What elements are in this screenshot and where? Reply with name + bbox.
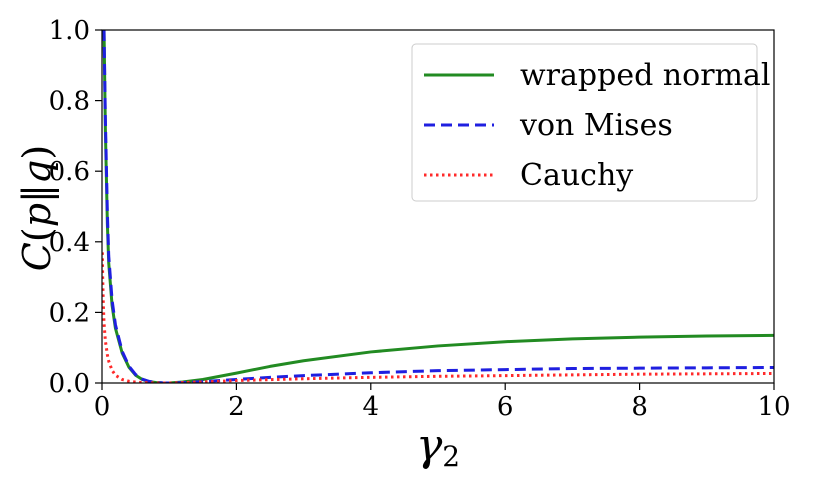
plot-frame: [101, 29, 775, 384]
y-tick-label: 0.8: [49, 87, 90, 117]
x-axis-title-subscript: 2: [442, 440, 460, 473]
y-tick-label: 1.0: [49, 16, 90, 46]
y-axis-title: C(p‖q): [15, 145, 59, 271]
x-tick-label: 8: [631, 392, 648, 422]
y-tick-label: 0.4: [49, 228, 90, 258]
x-tick-label: 10: [757, 392, 790, 422]
y-axis-title-part: (: [15, 227, 59, 242]
x-axis-title: γ2: [416, 420, 460, 473]
x-tick-label: 2: [228, 392, 245, 422]
y-axis-title-part: ‖: [15, 184, 59, 203]
y-tick-label: 0.0: [49, 369, 90, 399]
x-tick-label: 0: [94, 392, 111, 422]
series-line-cauchy: [102, 252, 774, 383]
y-axis-title-part: ): [15, 145, 59, 160]
y-axis-ticks: 0.0 0.2 0.4 0.6 0.8 1.0: [49, 16, 102, 399]
y-tick-label: 0.2: [49, 298, 90, 328]
x-axis-ticks: 0 2 4 6 8 10: [94, 383, 791, 422]
y-axis-title-part: q: [15, 160, 59, 184]
y-axis-title-part: C: [15, 242, 59, 271]
legend: wrapped normal von Mises Cauchy: [411, 43, 770, 202]
legend-label: wrapped normal: [520, 58, 770, 93]
x-tick-label: 6: [497, 392, 514, 422]
y-tick-label: 0.6: [49, 157, 90, 187]
legend-label: von Mises: [519, 108, 673, 143]
x-tick-label: 4: [363, 392, 380, 422]
x-axis-title-symbol: γ: [416, 420, 443, 471]
legend-label: Cauchy: [520, 158, 633, 193]
legend-box: [411, 43, 758, 202]
y-axis-title-part: p: [15, 203, 59, 227]
